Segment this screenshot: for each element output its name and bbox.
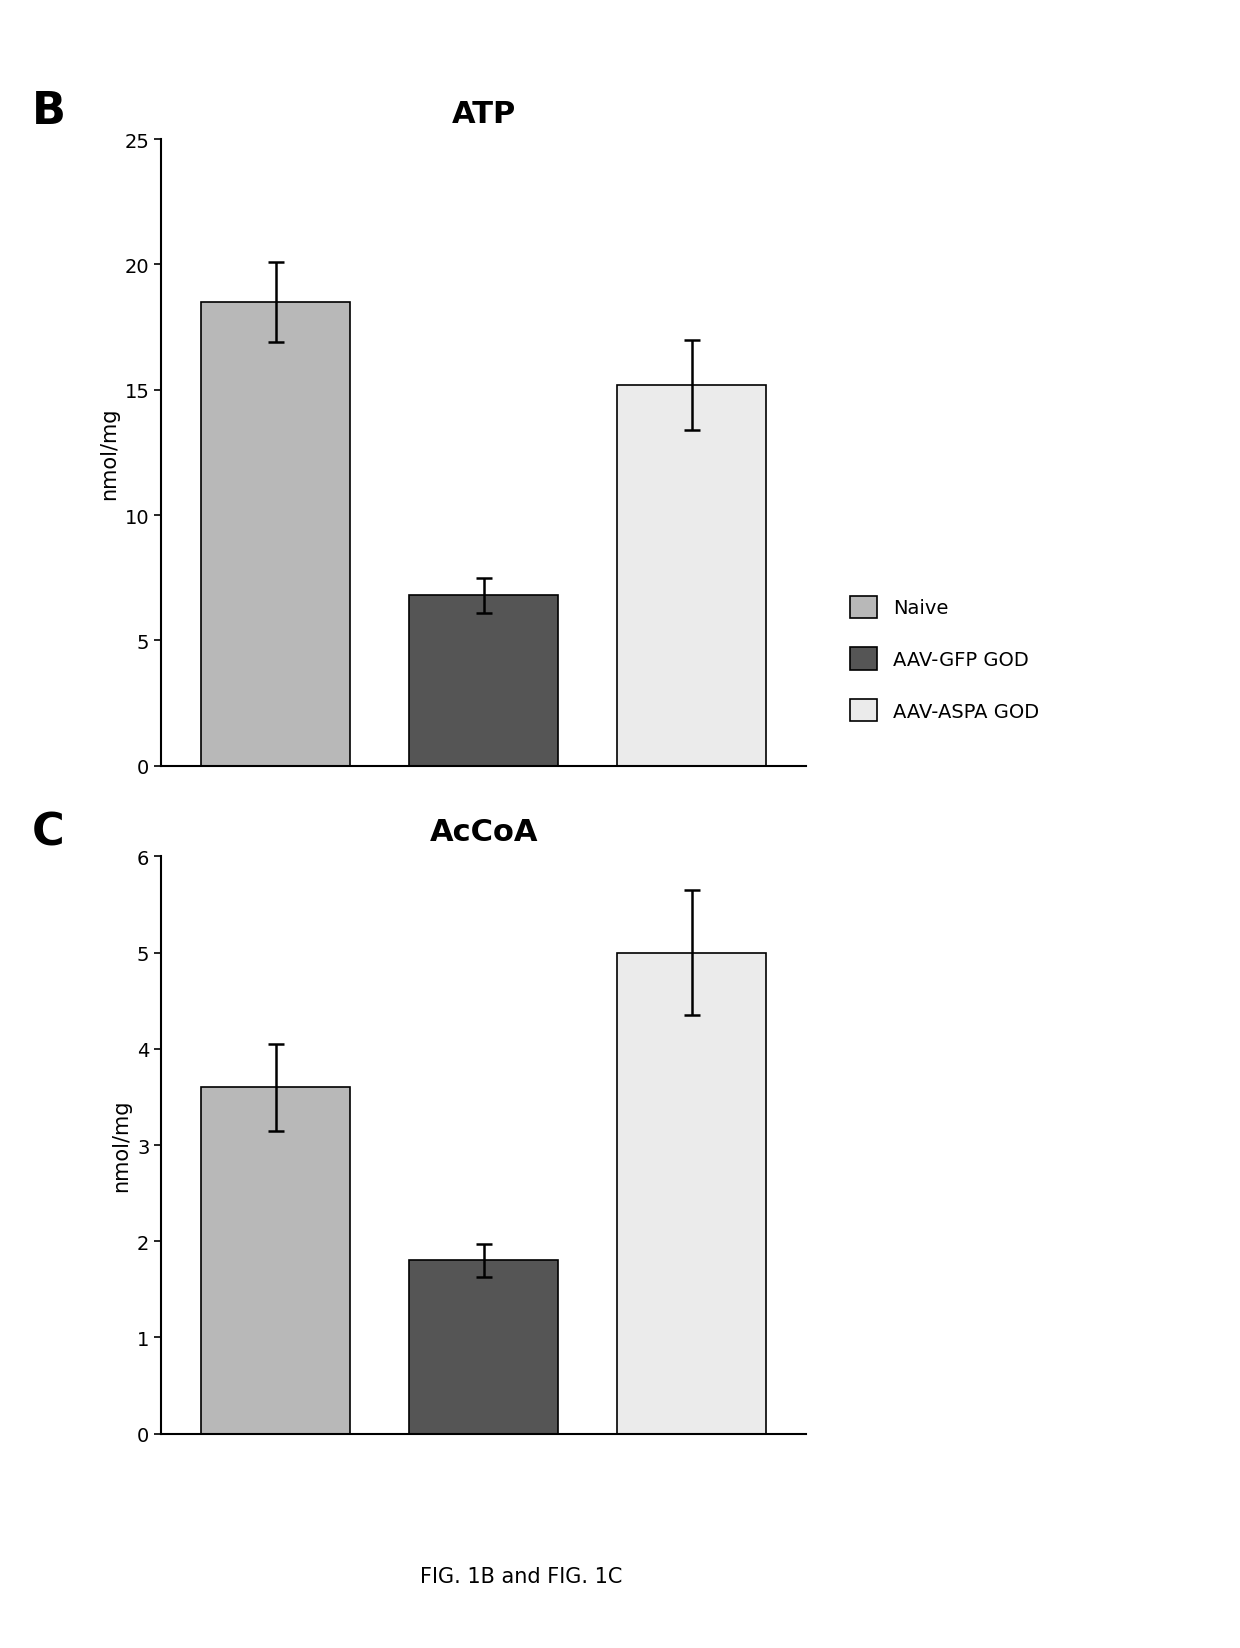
Bar (409, 597, 558, 766)
Legend: Naive, AAV-GFP GOD, AAV-ASPA GOD: Naive, AAV-GFP GOD, AAV-ASPA GOD (841, 587, 1049, 732)
Title: ATP: ATP (451, 101, 516, 130)
Text: FIG. 1B and FIG. 1C: FIG. 1B and FIG. 1C (419, 1566, 622, 1585)
Bar (201, 1088, 351, 1434)
Y-axis label: nmol/mg: nmol/mg (99, 407, 119, 499)
Text: C: C (32, 811, 64, 854)
Title: AcCoA: AcCoA (429, 817, 538, 847)
Y-axis label: nmol/mg: nmol/mg (112, 1099, 131, 1192)
Text: B: B (32, 91, 66, 133)
Bar (201, 303, 351, 766)
Bar (409, 1261, 558, 1434)
Bar (616, 953, 766, 1434)
Bar (616, 386, 766, 766)
